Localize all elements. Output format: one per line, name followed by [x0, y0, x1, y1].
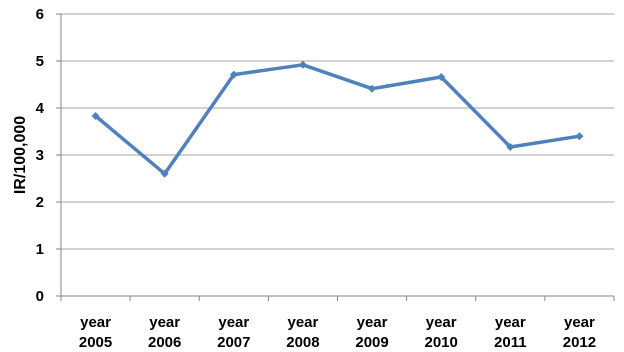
x-tick-label-line: 2007	[217, 334, 250, 351]
data-point-3	[298, 60, 307, 69]
x-tick-label-6: year 2011	[494, 314, 527, 351]
y-tick-label-4: 4	[36, 100, 45, 117]
x-tick-label-line: 2005	[79, 334, 112, 351]
y-tick-label-0: 0	[36, 288, 44, 305]
data-point-7	[575, 132, 584, 141]
x-tick-label-0: year 2005	[79, 314, 112, 351]
gridlines	[61, 13, 614, 250]
y-tick-label-3: 3	[36, 147, 44, 164]
y-tick-labels: 0 1 2 3 4 5 6	[36, 6, 45, 305]
x-tick-label-line: year	[357, 314, 388, 331]
x-tick-label-1: year 2006	[148, 314, 181, 351]
x-tick-label-line: year	[149, 314, 180, 331]
x-tick-label-line: year	[80, 314, 111, 331]
data-point-6	[506, 143, 515, 152]
x-tick-label-5: year 2010	[425, 314, 458, 351]
x-tick-label-4: year 2009	[355, 314, 388, 351]
x-tick-label-line: year	[218, 314, 249, 331]
series-line-0	[93, 63, 582, 176]
series	[91, 60, 584, 178]
x-tick-label-line: year	[495, 314, 526, 331]
x-tick-label-line: 2008	[286, 334, 319, 351]
x-tick-label-2: year 2007	[217, 314, 250, 351]
y-axis-label: IR/100,000	[12, 116, 29, 194]
y-tick-label-2: 2	[36, 194, 44, 211]
x-tick-label-line: 2006	[148, 334, 181, 351]
x-tick-label-3: year 2008	[286, 314, 319, 351]
axes	[56, 13, 615, 301]
y-tick-label-6: 6	[36, 6, 44, 23]
data-point-0	[91, 111, 100, 120]
data-point-2	[229, 70, 238, 79]
x-tick-labels: year 2005 year 2006 year 2007 year 2008 year 2009…	[79, 314, 596, 351]
x-tick-label-line: year	[564, 314, 595, 331]
x-tick-label-line: 2010	[425, 334, 458, 351]
x-tick-label-line: 2009	[355, 334, 388, 351]
data-point-4	[368, 84, 377, 93]
x-tick-label-line: 2011	[494, 334, 527, 351]
data-point-1	[160, 169, 169, 178]
y-tick-label-1: 1	[36, 241, 44, 258]
x-tick-label-line: 2012	[563, 334, 596, 351]
x-tick-label-7: year 2012	[563, 314, 596, 351]
x-tick-label-line: year	[426, 314, 457, 331]
data-point-5	[437, 72, 446, 81]
y-tick-label-5: 5	[36, 53, 44, 70]
x-tick-label-line: year	[288, 314, 319, 331]
